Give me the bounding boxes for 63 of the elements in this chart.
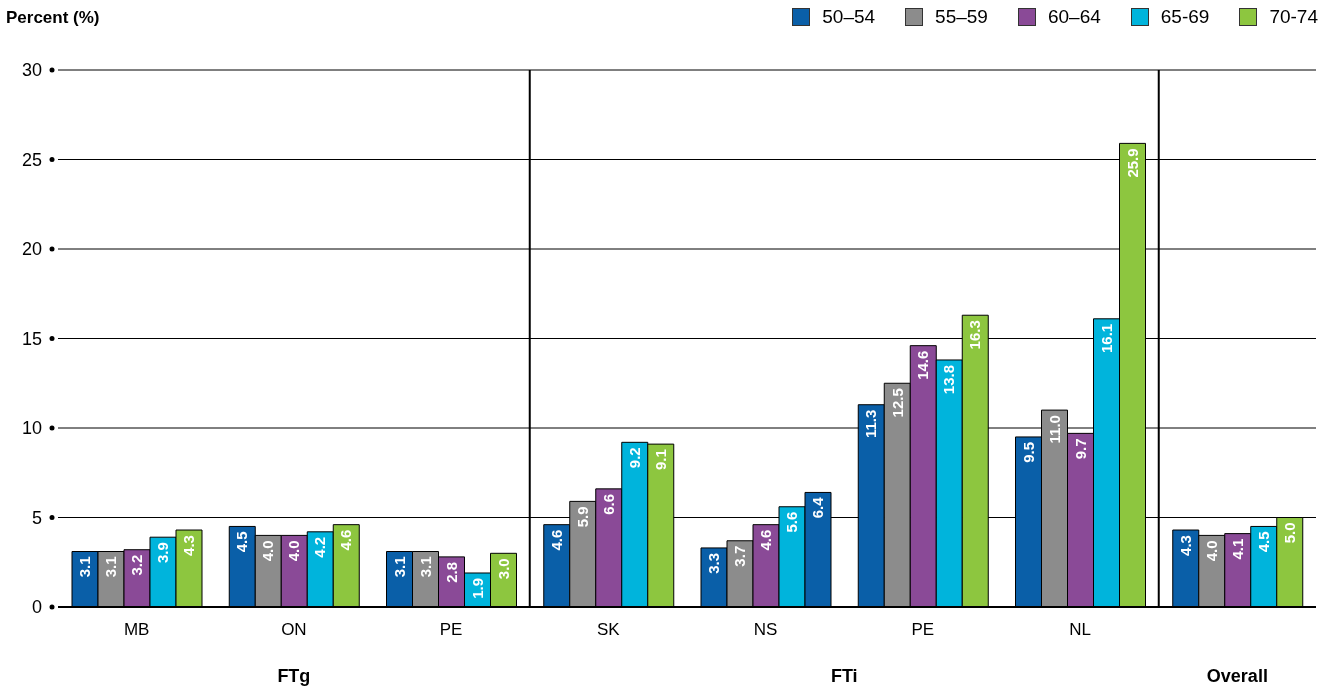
data-label: 4.6 (337, 529, 355, 551)
x-tick-label: PE (439, 620, 463, 640)
data-label: 11.0 (1045, 415, 1063, 444)
y-tick-label: 30 (21, 60, 42, 81)
data-label: 4.2 (311, 536, 329, 558)
x-tick-label: NL (1069, 620, 1091, 640)
data-label: 4.6 (757, 529, 775, 551)
data-label: 3.1 (102, 556, 120, 578)
y-axis-title: Percent (%) (6, 8, 100, 28)
legend-label: 65-69 (1160, 6, 1210, 28)
y-tick-label: 20 (21, 239, 42, 260)
y-tick-label: 25 (21, 149, 42, 170)
y-tick-label: 15 (21, 328, 42, 349)
data-label: 1.9 (468, 577, 486, 599)
data-label: 3.0 (494, 558, 512, 580)
x-tick-label: ON (281, 620, 307, 640)
data-label: 16.1 (1097, 323, 1115, 354)
x-tick-label: MB (123, 620, 150, 640)
text: FTi (829, 666, 859, 687)
data-label: 6.4 (809, 496, 827, 519)
data-label: 4.1 (1229, 538, 1246, 560)
data-label: 11.3 (862, 409, 880, 439)
data-label: 3.1 (76, 556, 94, 578)
data-label: 9.5 (1019, 441, 1037, 463)
data-label: 25.9 (1123, 148, 1141, 178)
data-label: 4.5 (233, 531, 251, 553)
data-label: 4.6 (548, 529, 565, 551)
legend-label: 60–64 (1047, 6, 1101, 28)
y-tick-label: 10 (21, 418, 42, 439)
data-label: 3.1 (416, 556, 434, 578)
data-label: 16.3 (966, 320, 984, 350)
data-label: 4.5 (1255, 531, 1272, 553)
y-tick-label: 5 (31, 507, 42, 528)
data-label: 12.5 (888, 388, 906, 418)
data-label: 3.2 (128, 554, 146, 576)
data-label: 3.7 (731, 545, 749, 567)
data-label: 4.0 (1203, 540, 1220, 562)
data-label: 6.6 (600, 493, 617, 515)
text: Overall (1205, 666, 1269, 687)
y-tick-label: 0 (31, 597, 42, 618)
data-label: 4.3 (180, 535, 198, 556)
data-label: 2.8 (442, 561, 460, 583)
data-label: 3.3 (705, 552, 723, 574)
x-tick-label: NS (753, 620, 778, 640)
data-label: 4.0 (285, 540, 303, 562)
data-label: 3.1 (390, 556, 408, 578)
text: FTg (276, 666, 312, 687)
data-label: 3.9 (154, 542, 172, 564)
legend-label: 70-74 (1269, 6, 1318, 28)
data-label: 5.6 (783, 511, 801, 533)
data-label: 14.6 (914, 350, 932, 380)
data-label: 5.0 (1281, 522, 1298, 544)
data-label: 5.9 (574, 506, 591, 528)
data-label: 4.3 (1177, 535, 1194, 556)
data-label: 9.7 (1071, 438, 1089, 460)
legend-label: 50–54 (822, 6, 876, 28)
x-tick-label: SK (597, 620, 621, 640)
data-label: 13.8 (940, 364, 958, 395)
data-label: 9.2 (626, 447, 643, 469)
legend-label: 55–59 (935, 6, 988, 28)
x-tick-label: PE (911, 620, 935, 640)
data-label: 9.1 (652, 449, 669, 470)
data-label: 4.0 (259, 540, 277, 562)
